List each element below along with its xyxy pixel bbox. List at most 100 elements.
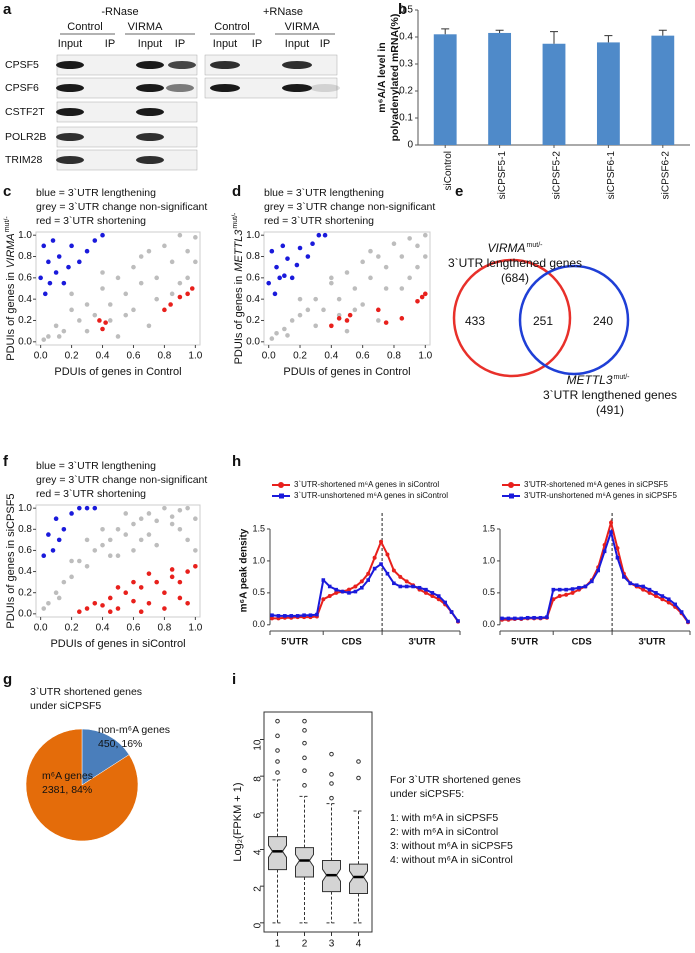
legend-line: grey = 3`UTR change non-significant (264, 201, 435, 213)
scatter-point (50, 238, 56, 243)
scatter-point (100, 270, 105, 275)
x-tick-label: siCPSF5-2 (552, 151, 563, 200)
y-tick-label: 0.6 (18, 545, 32, 556)
condition-label: +RNase (263, 6, 303, 18)
legend-line: red = 3`UTR shortening (36, 488, 146, 500)
line-marker (423, 590, 428, 595)
group-label: Control (67, 21, 102, 33)
scatter-point (66, 264, 71, 270)
line-marker (366, 578, 371, 582)
y-tick-label: 0.0 (246, 336, 260, 347)
line-marker (641, 587, 646, 592)
line-marker (609, 520, 614, 525)
line-marker (647, 590, 652, 595)
scatter-point (336, 312, 342, 318)
scatter-point (131, 579, 136, 585)
legend-line: grey = 3`UTR change non-significant (36, 201, 207, 213)
line-marker (417, 585, 422, 590)
scatter-point (123, 590, 129, 595)
panel-label: e (455, 183, 463, 200)
panel-label: d (232, 183, 241, 200)
scatter-point (321, 307, 326, 313)
scatter-point (162, 590, 167, 595)
box-note: For 3`UTR shortened genes (390, 774, 521, 786)
line-series (272, 539, 459, 623)
scatter-point (131, 521, 136, 527)
x-axis-label: PDUIs of genes in Control (283, 366, 410, 378)
line-marker (525, 615, 530, 620)
y-tick-label: 1.0 (482, 555, 495, 565)
scatter-point (352, 307, 358, 313)
scatter-point (185, 291, 190, 297)
scatter-point (47, 280, 53, 286)
whisker (353, 810, 364, 865)
x-tick-label: siControl (443, 151, 454, 190)
line-marker (302, 613, 306, 618)
outlier (329, 795, 334, 801)
x-tick-label: 0.8 (157, 623, 171, 634)
bar (542, 43, 566, 145)
whisker (326, 891, 337, 924)
scatter-point (322, 232, 328, 238)
scatter-point (138, 280, 144, 286)
scatter-point (77, 318, 82, 323)
scatter-point (344, 328, 350, 334)
line-marker (628, 581, 633, 586)
outlier (302, 783, 307, 788)
line-marker (321, 597, 326, 602)
line-marker (577, 585, 581, 590)
scatter-point (146, 532, 152, 537)
y-tick-label: 0.8 (246, 251, 260, 262)
scatter-point (185, 505, 190, 511)
scatter-point (84, 563, 90, 569)
scatter-point (97, 318, 102, 323)
scatter-point (92, 238, 98, 243)
line-marker (532, 615, 536, 620)
scatter-point (297, 312, 303, 318)
line-marker (622, 575, 626, 579)
pie-slice (81, 728, 130, 786)
venn-circle (452, 258, 572, 378)
scatter-point (146, 600, 152, 606)
line-marker (411, 584, 415, 589)
scatter-point (415, 243, 420, 249)
bar (433, 34, 457, 145)
line-marker (295, 614, 300, 618)
venn-count: 433 (465, 314, 485, 328)
scatter-point (123, 532, 129, 537)
y-tick-label: 0.6 (246, 272, 260, 283)
outlier (275, 718, 280, 724)
line-series (271, 562, 459, 622)
region-label: 3'UTR (638, 637, 665, 648)
label-part: PDUIs of genes in (233, 276, 245, 365)
plot-frame (263, 711, 373, 933)
scatter-point (115, 553, 121, 559)
scatter-point (189, 286, 195, 291)
box-note: 3: without m⁶A in siCPSF5 (390, 840, 513, 852)
y-tick-label: 4 (253, 849, 264, 855)
slice-label: non-m⁶A genes (98, 724, 170, 736)
y-tick-label: 0.2 (246, 315, 260, 326)
y-tick-label: 1.0 (18, 503, 32, 514)
scatter-point (77, 505, 82, 511)
scatter-point (146, 571, 152, 576)
x-tick-label: 0.0 (262, 351, 276, 362)
venn-set-total: (491) (596, 403, 624, 417)
scatter-point (115, 334, 121, 339)
scatter-point (185, 600, 190, 606)
scatter-point (41, 553, 47, 559)
line-marker (551, 587, 556, 592)
scatter-point (391, 241, 397, 247)
scatter-point (162, 606, 167, 611)
scatter-point (92, 312, 98, 318)
line-marker (583, 584, 588, 589)
scatter-point (280, 243, 286, 249)
scatter-point (368, 275, 373, 281)
error-bar (495, 29, 504, 33)
x-tick-label: siCPSF5-1 (497, 151, 508, 200)
line-marker (270, 616, 274, 621)
line-marker (456, 619, 460, 623)
blot-band (166, 84, 194, 92)
lane-label: Input (58, 38, 82, 50)
y-tick-label: 0.2 (18, 587, 32, 598)
